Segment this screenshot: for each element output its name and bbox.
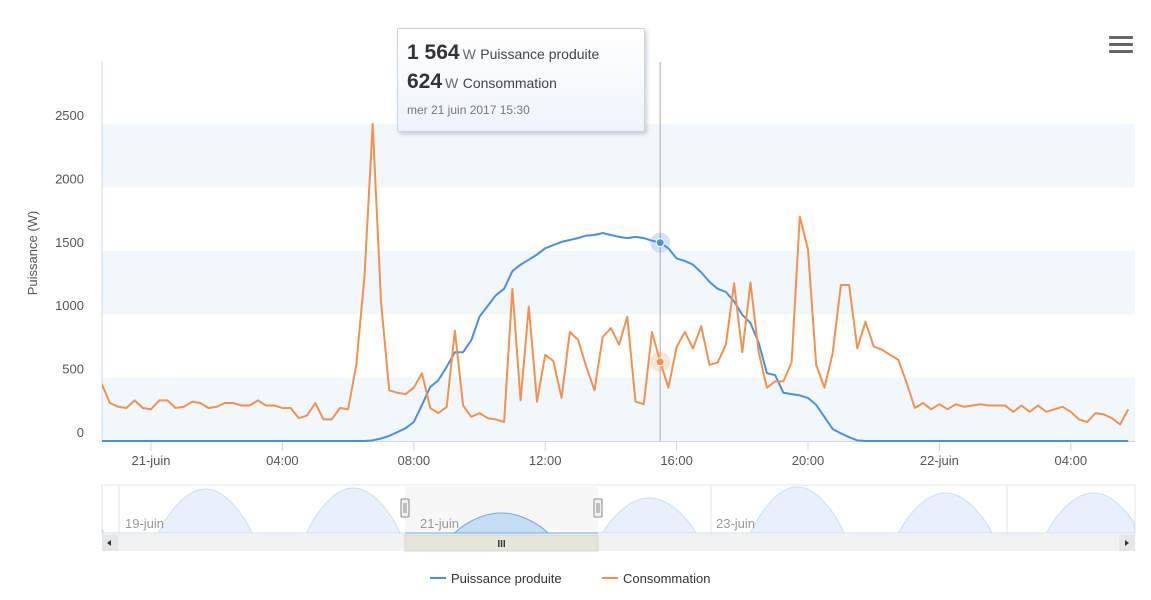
- legend-item-consommation[interactable]: Consommation: [602, 571, 710, 586]
- navigator-date-label: 19-juin: [125, 516, 164, 531]
- arrow-right-icon: [1125, 540, 1129, 546]
- tooltip-produced-name: Puissance produite: [480, 46, 600, 62]
- tooltip-consumed-value: 624: [407, 70, 443, 93]
- navigator-series-area: [102, 486, 1135, 534]
- navigator-right-handle[interactable]: [593, 498, 603, 518]
- navigator[interactable]: 19-juin 21-juin 23-juin III: [101, 484, 1136, 552]
- x-tick-label: 20:00: [792, 453, 825, 468]
- hover-marker: [655, 238, 665, 248]
- tooltip: 1 564 W Puissance produite 624 W Consommat…: [397, 28, 645, 132]
- navigator-selected-area: [405, 512, 598, 534]
- y-tick-label: 0: [77, 425, 84, 440]
- plot-band: [102, 124, 1135, 188]
- tooltip-date: mer 21 juin 2017 15:30: [407, 103, 530, 117]
- tooltip-produced-row: 1 564 W Puissance produite: [407, 39, 635, 68]
- navigator-date-label: 23-juin: [716, 516, 755, 531]
- x-tick-label: 22-juin: [920, 453, 959, 468]
- x-tick-label: 04:00: [1055, 453, 1088, 468]
- scrollbar-thumb[interactable]: [404, 534, 599, 552]
- hamburger-menu-icon[interactable]: [1109, 36, 1133, 56]
- plot-band: [102, 250, 1135, 315]
- legend-label: Consommation: [623, 571, 710, 586]
- x-tick-label: 16:00: [660, 453, 693, 468]
- y-tick-label: 2000: [55, 171, 84, 186]
- plot-bands: [102, 124, 1135, 441]
- series-line-consommation: [102, 123, 1130, 426]
- plot-band: [102, 377, 1135, 441]
- x-tick-label: 12:00: [529, 453, 562, 468]
- y-axis-title: Puissance (W): [25, 211, 40, 296]
- tooltip-produced-unit: W: [462, 46, 476, 62]
- series-line-puissance-produite: [102, 232, 1129, 442]
- arrow-left-icon: [107, 540, 111, 546]
- y-tick-label: 1500: [55, 235, 84, 250]
- handle-body[interactable]: [593, 498, 603, 518]
- hover-marker: [655, 357, 665, 367]
- y-tick-label: 2500: [55, 108, 84, 123]
- x-tick-label: 21-juin: [131, 453, 170, 468]
- x-tick-label: 08:00: [398, 453, 431, 468]
- legend-item-puissance-produite[interactable]: Puissance produite: [430, 571, 562, 586]
- y-tick-label: 500: [62, 362, 84, 377]
- tooltip-consumed-row: 624 W Consommation: [407, 68, 635, 97]
- y-tick-label: 1000: [55, 298, 84, 313]
- tooltip-consumed-name: Consommation: [462, 75, 557, 91]
- tooltip-consumed-unit: W: [445, 75, 459, 91]
- y-axis: 0 500 1000 1500 2000 2500: [55, 108, 84, 440]
- navigator-left-handle[interactable]: [400, 498, 410, 518]
- hover-markers: [650, 232, 671, 372]
- x-axis: 21-juin 04:00 08:00 12:00 16:00 20:00 22-juin 0…: [102, 441, 1135, 468]
- handle-body[interactable]: [400, 498, 410, 518]
- legend: Puissance produite Consommation: [430, 571, 710, 586]
- scrollbar-grip-icon: III: [497, 539, 506, 550]
- legend-label: Puissance produite: [451, 571, 562, 586]
- navigator-date-label: 21-juin: [420, 516, 459, 531]
- scrollbar-track[interactable]: [102, 535, 1135, 551]
- x-tick-label: 04:00: [266, 453, 299, 468]
- series-group: [102, 123, 1130, 442]
- tooltip-produced-value: 1 564: [407, 41, 460, 64]
